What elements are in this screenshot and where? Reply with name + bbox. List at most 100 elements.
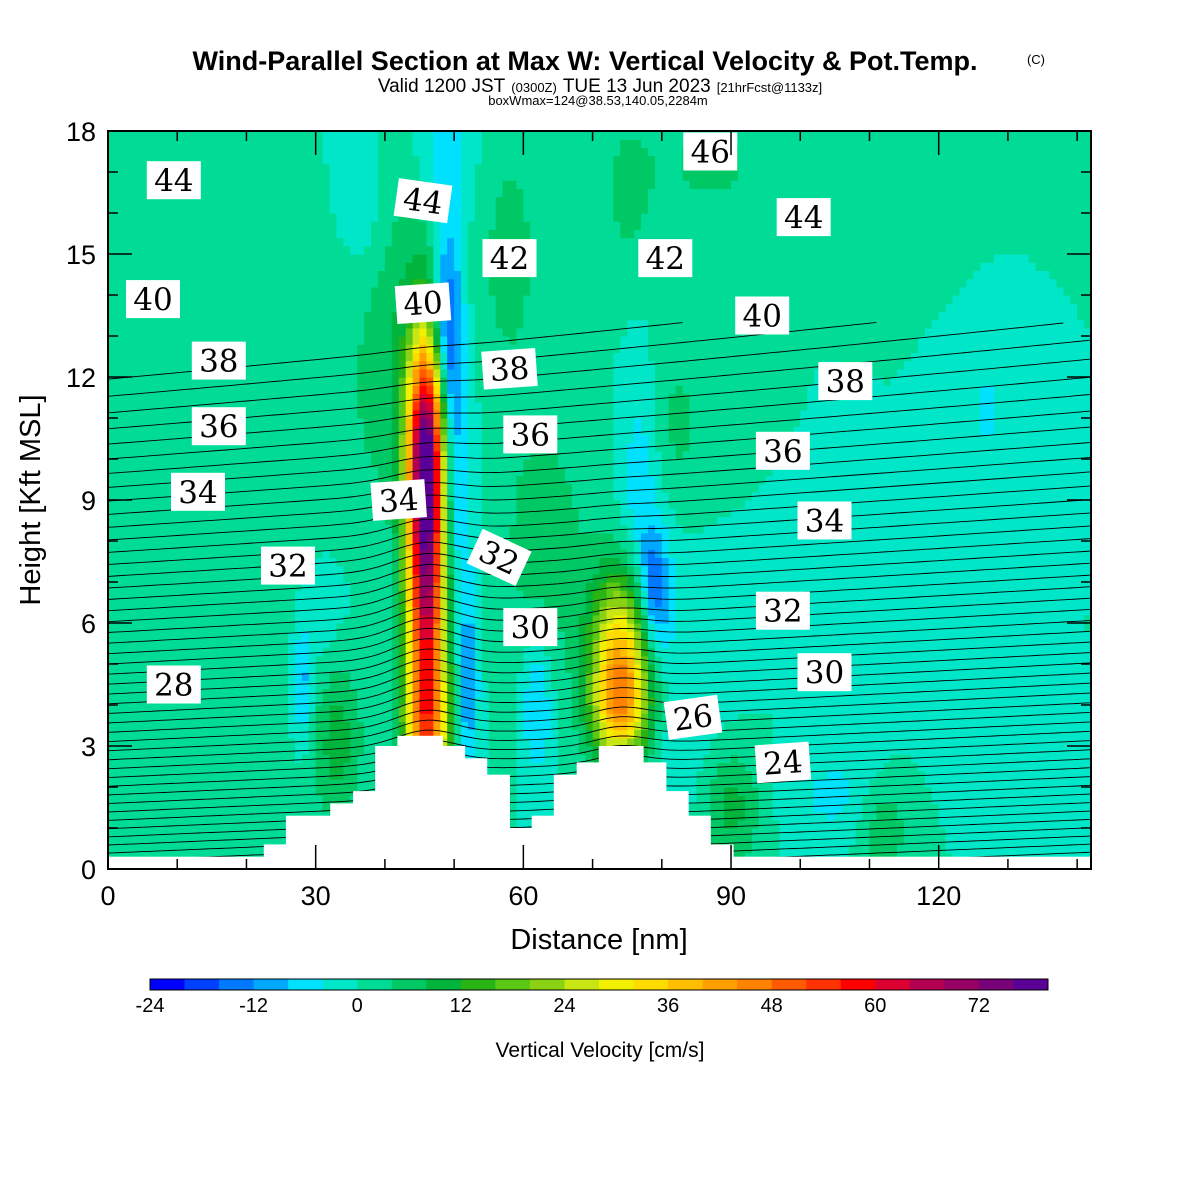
velocity-cell	[1070, 713, 1078, 722]
velocity-cell	[336, 598, 344, 608]
velocity-cell	[197, 754, 206, 763]
velocity-cell	[274, 631, 282, 640]
velocity-cell	[1070, 819, 1078, 829]
velocity-cell	[232, 606, 241, 616]
velocity-cell	[177, 828, 185, 837]
velocity-cell	[1001, 680, 1009, 690]
velocity-cell	[108, 573, 116, 583]
velocity-cell	[841, 590, 850, 599]
velocity-cell	[447, 729, 455, 739]
velocity-cell	[717, 770, 725, 780]
velocity-cell	[329, 672, 338, 681]
velocity-cell	[384, 737, 393, 747]
velocity-cell	[142, 598, 151, 608]
velocity-cell	[301, 655, 310, 665]
velocity-cell	[897, 819, 905, 829]
velocity-cell	[848, 688, 857, 698]
velocity-cell	[1007, 770, 1016, 780]
velocity-cell	[128, 746, 137, 755]
velocity-cell	[931, 803, 940, 813]
velocity-cell	[1049, 754, 1057, 763]
velocity-cell	[336, 705, 344, 714]
velocity-cell	[488, 623, 497, 632]
velocity-cell	[821, 787, 829, 796]
velocity-cell	[364, 639, 372, 649]
velocity-cell	[1035, 664, 1044, 673]
velocity-cell	[814, 713, 822, 722]
velocity-cell	[876, 844, 884, 854]
velocity-cell	[807, 729, 815, 739]
velocity-cell	[371, 647, 379, 657]
velocity-cell	[135, 844, 144, 854]
velocity-cell	[606, 606, 614, 616]
velocity-cell	[523, 582, 531, 591]
velocity-cell	[924, 713, 933, 722]
velocity-cell	[952, 729, 961, 739]
velocity-cell	[938, 713, 947, 722]
velocity-cell	[1042, 803, 1051, 813]
velocity-cell	[744, 713, 753, 722]
velocity-cell	[994, 737, 1002, 747]
velocity-cell	[689, 803, 698, 813]
velocity-cell	[682, 631, 691, 640]
velocity-cell	[938, 828, 947, 837]
velocity-cell	[564, 639, 573, 649]
velocity-cell	[177, 795, 185, 804]
velocity-cell	[945, 647, 954, 657]
velocity-cell	[911, 631, 919, 640]
velocity-cell	[689, 795, 698, 804]
velocity-cell	[772, 828, 781, 837]
velocity-cell	[938, 664, 947, 673]
velocity-cell	[294, 639, 303, 649]
velocity-cell	[668, 754, 677, 763]
velocity-cell	[184, 811, 192, 821]
velocity-cell	[1014, 836, 1023, 845]
velocity-cell	[911, 598, 919, 608]
velocity-cell	[177, 614, 185, 624]
velocity-cell	[1042, 631, 1051, 640]
velocity-cell	[343, 614, 351, 624]
velocity-cell	[883, 828, 891, 837]
velocity-cell	[1007, 828, 1016, 837]
velocity-cell	[287, 672, 296, 681]
velocity-cell	[938, 795, 947, 804]
velocity-cell	[966, 590, 974, 599]
velocity-cell	[883, 803, 891, 813]
velocity-cell	[454, 606, 462, 616]
velocity-cell	[959, 721, 967, 731]
velocity-cell	[1084, 836, 1091, 845]
velocity-cell	[661, 664, 670, 673]
velocity-cell	[814, 705, 822, 714]
velocity-cell	[557, 623, 566, 632]
velocity-cell	[578, 647, 587, 657]
velocity-cell	[114, 680, 123, 690]
velocity-cell	[731, 803, 739, 813]
velocity-cell	[966, 655, 974, 665]
velocity-cell	[191, 770, 199, 780]
velocity-cell	[731, 737, 739, 747]
velocity-cell	[1084, 696, 1091, 706]
velocity-cell	[329, 787, 338, 796]
velocity-cell	[135, 836, 144, 845]
velocity-cell	[108, 623, 116, 632]
velocity-cell	[834, 696, 843, 706]
velocity-cell	[537, 729, 545, 739]
velocity-cell	[156, 590, 164, 599]
velocity-cell	[1042, 672, 1051, 681]
velocity-cell	[931, 836, 940, 845]
velocity-cell	[557, 737, 566, 747]
velocity-cell	[211, 655, 220, 665]
velocity-cell	[350, 754, 358, 763]
velocity-cell	[1049, 713, 1057, 722]
velocity-cell	[177, 713, 185, 722]
velocity-cell	[1056, 778, 1064, 788]
velocity-cell	[281, 655, 289, 665]
velocity-cell	[924, 803, 933, 813]
velocity-cell	[1028, 631, 1037, 640]
velocity-cell	[917, 844, 926, 854]
velocity-cell	[987, 762, 995, 772]
velocity-cell	[862, 729, 871, 739]
velocity-cell	[938, 787, 947, 796]
velocity-cell	[661, 721, 670, 731]
velocity-cell	[516, 688, 524, 698]
